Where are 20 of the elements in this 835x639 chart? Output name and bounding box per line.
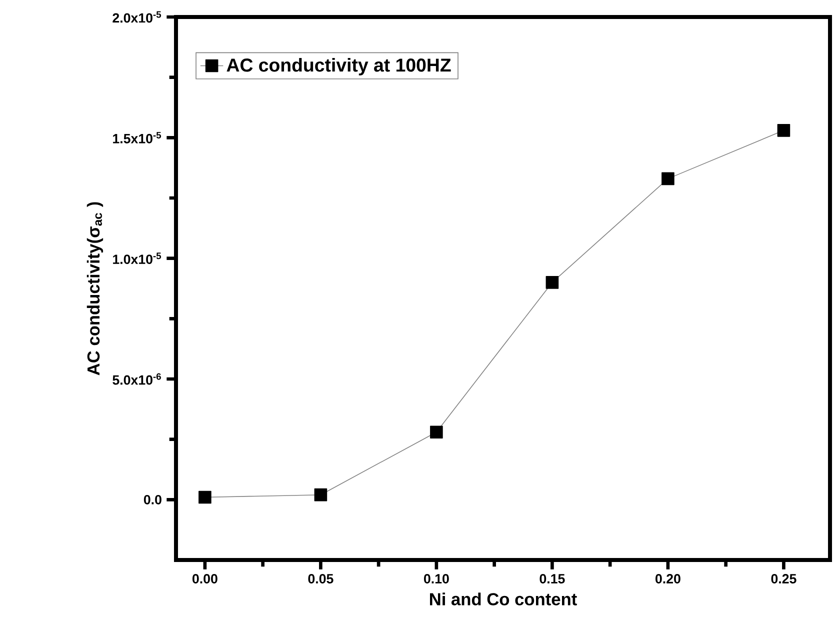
x-axis-title: Ni and Co content	[430, 592, 577, 606]
x-tick-label: 0.00	[192, 574, 218, 584]
x-tick-label: 0.20	[656, 574, 680, 584]
point	[198, 490, 212, 504]
x-tick-label: 0.05	[308, 574, 334, 584]
y-axis-title: AC conductivity(σ$_{ac}$ )	[86, 202, 104, 376]
y-tick-label: 0.0	[144, 494, 162, 504]
y-tick-label: 5.0x10$^{-6}$	[112, 373, 161, 385]
y-tick-label: 1.5x10$^{-5}$	[113, 132, 162, 144]
legend-label: AC conductivity at 100HZ	[226, 58, 451, 76]
point	[777, 124, 790, 137]
y-tick-label: 1.0x10$^{-5}$	[113, 252, 162, 264]
x-tick-label: 0.10	[424, 574, 449, 584]
point	[662, 172, 674, 186]
y-tick-label: 2.0x10$^{-5}$	[112, 11, 162, 23]
x-tick-label: 0.15	[540, 574, 565, 584]
point	[546, 276, 559, 289]
point	[430, 426, 443, 438]
x-tick-label: 0.25	[771, 574, 796, 584]
point	[314, 488, 328, 502]
